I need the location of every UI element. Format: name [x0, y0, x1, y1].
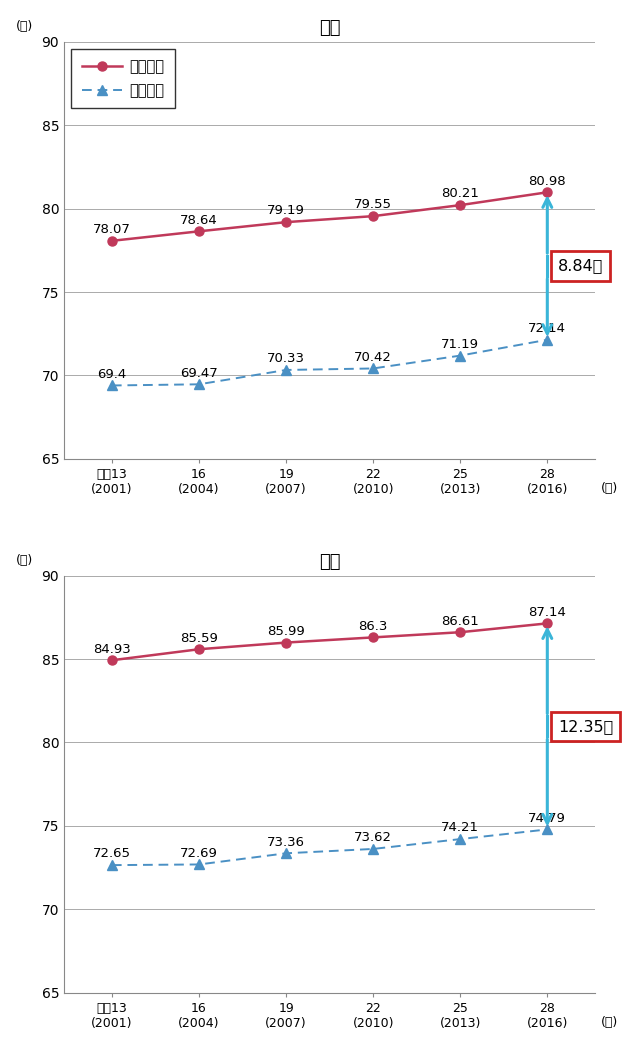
平均对命 [369, 631, 377, 644]
健康对命 [369, 363, 377, 375]
Text: 87.14: 87.14 [529, 606, 566, 619]
Text: 71.19: 71.19 [441, 338, 479, 351]
Legend: 平均对命, 健康对命: 平均对命, 健康对命 [71, 49, 175, 109]
Text: 84.93: 84.93 [93, 643, 131, 655]
Line: 平均对命: 平均对命 [108, 188, 552, 246]
平均对命 [456, 626, 464, 638]
健康对命 [195, 858, 203, 870]
Text: 69.47: 69.47 [180, 367, 218, 379]
平均对命 [282, 636, 290, 649]
Text: 85.99: 85.99 [267, 625, 305, 637]
健康对命 [195, 378, 203, 391]
平均对命 [195, 225, 203, 237]
平均对命 [108, 234, 116, 247]
平均对命 [543, 186, 551, 199]
健康对命 [282, 847, 290, 860]
平均对命 [195, 643, 203, 655]
Text: 72.65: 72.65 [93, 847, 131, 860]
Text: 69.4: 69.4 [97, 368, 127, 380]
Title: 男性: 男性 [319, 20, 340, 38]
Text: (年): (年) [600, 482, 618, 495]
健康对命 [108, 379, 116, 392]
Text: 78.64: 78.64 [180, 213, 218, 227]
Title: 女性: 女性 [319, 554, 340, 572]
健康对命 [108, 859, 116, 872]
健康对命 [543, 333, 551, 346]
Text: 74.21: 74.21 [441, 821, 479, 834]
Text: (年): (年) [16, 21, 33, 33]
平均对命 [369, 210, 377, 223]
Text: 74.79: 74.79 [529, 812, 566, 825]
健康对命 [456, 349, 464, 362]
Text: 70.33: 70.33 [267, 352, 305, 366]
平均对命 [543, 618, 551, 630]
Text: 80.21: 80.21 [442, 187, 479, 201]
健康对命 [369, 842, 377, 855]
Text: 86.3: 86.3 [358, 620, 388, 632]
Text: 79.55: 79.55 [354, 199, 392, 211]
Text: 70.42: 70.42 [354, 351, 392, 364]
Line: 健康对命: 健康对命 [107, 825, 552, 870]
平均对命 [456, 199, 464, 211]
健康对命 [282, 364, 290, 376]
Text: 79.19: 79.19 [267, 205, 305, 217]
Text: 8.84年: 8.84年 [557, 258, 603, 274]
健康对命 [543, 823, 551, 836]
Line: 平均对命: 平均对命 [108, 619, 552, 665]
平均对命 [282, 216, 290, 229]
Text: 73.36: 73.36 [267, 836, 305, 849]
Text: (年): (年) [16, 554, 33, 567]
Text: 72.14: 72.14 [528, 322, 566, 335]
Text: 12.35年: 12.35年 [557, 719, 613, 734]
平均对命 [108, 654, 116, 667]
Line: 健康对命: 健康对命 [107, 334, 552, 391]
Text: 86.61: 86.61 [442, 614, 479, 628]
Text: 80.98: 80.98 [529, 175, 566, 188]
Text: 73.62: 73.62 [354, 831, 392, 844]
Text: (年): (年) [600, 1016, 618, 1028]
Text: 85.59: 85.59 [180, 631, 218, 645]
Text: 78.07: 78.07 [93, 224, 131, 236]
健康对命 [456, 833, 464, 845]
Text: 72.69: 72.69 [180, 846, 218, 860]
